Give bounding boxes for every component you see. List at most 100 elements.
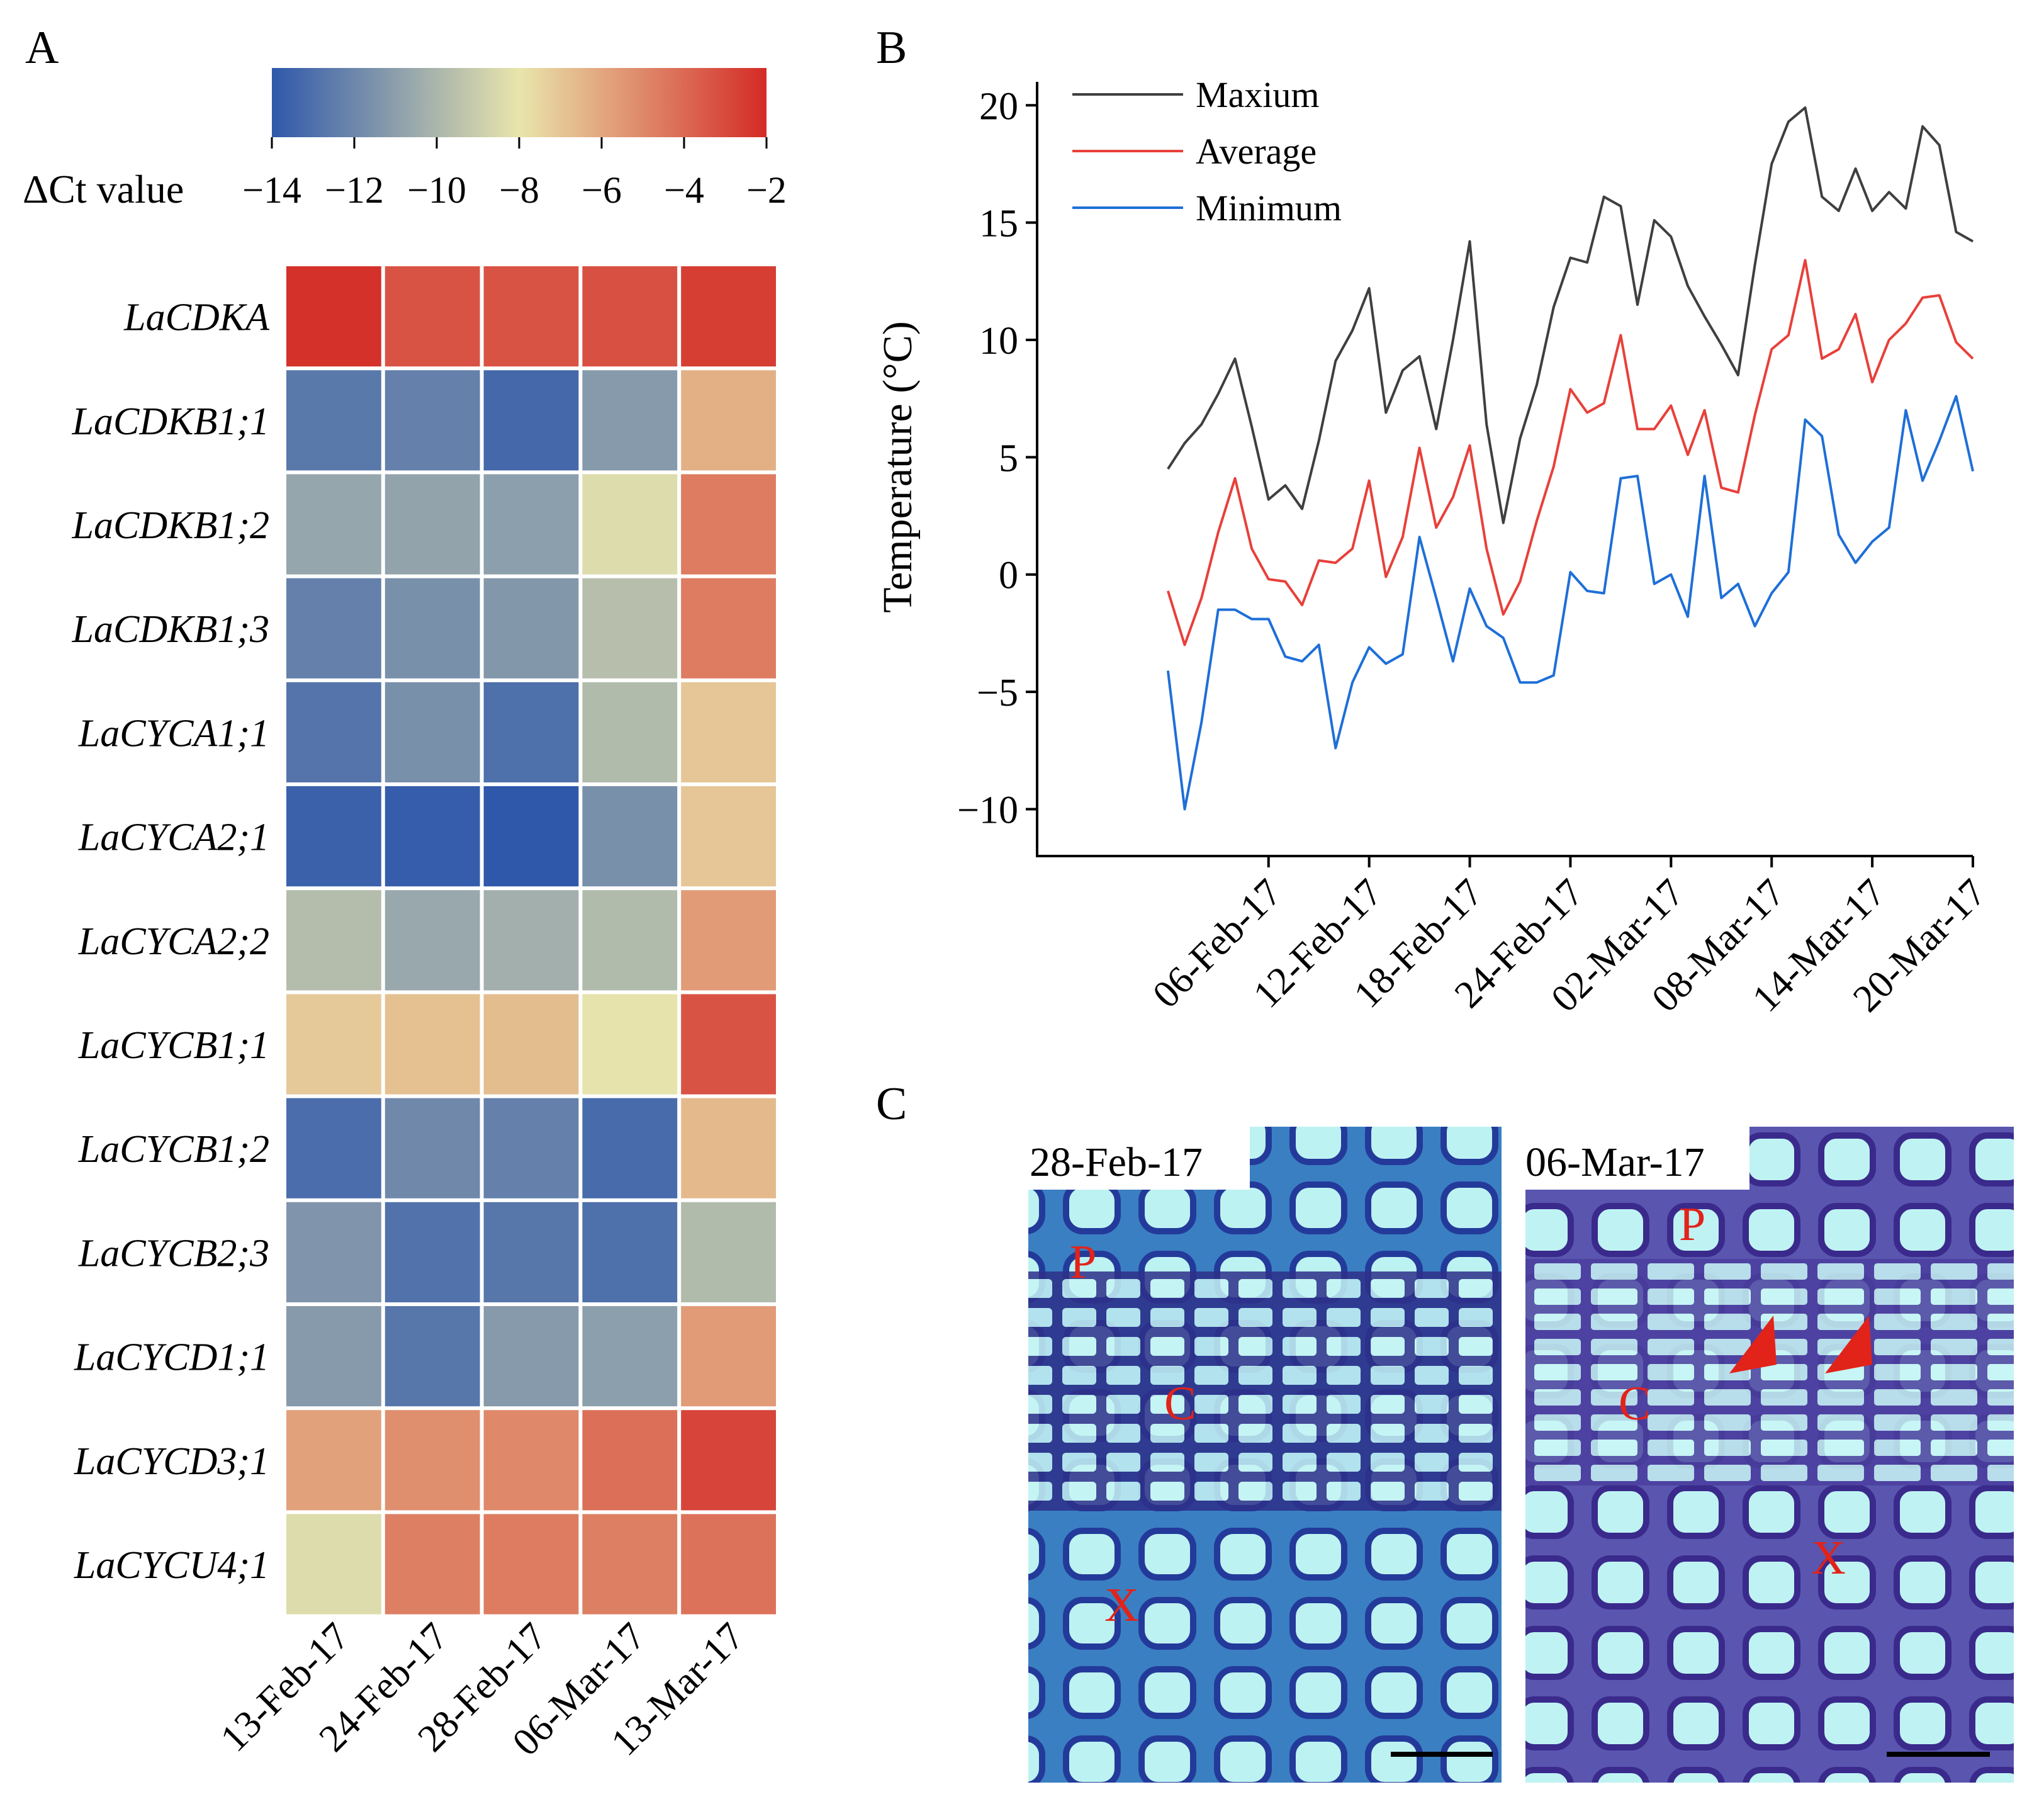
micrograph-right: 06-Mar-17 P C X: [1517, 1127, 2014, 1783]
series-line-average: [1166, 259, 1974, 646]
series-line-maxium: [1167, 106, 1974, 524]
heatmap-cell: [286, 682, 381, 782]
marker-x-right: X: [1811, 1531, 1846, 1584]
heatmap-cell: [483, 1410, 579, 1511]
micrograph-left-cambium: [1028, 1271, 1502, 1511]
heatmap-row-labels: LaCDKA LaCDKB1;1 LaCDKB1;2 LaCDKB1;3 LaCYCA1…: [72, 296, 271, 1587]
heatmap-cell: [681, 266, 776, 367]
heatmap-cell: [582, 994, 678, 1095]
y-tick-label: −5: [977, 672, 1018, 714]
heatmap-cell: [582, 1410, 678, 1511]
heatmap-cell: [385, 1306, 480, 1407]
colorbar-gradient: [272, 68, 766, 137]
heatmap-cell: [483, 994, 579, 1095]
heatmap-cell: [385, 1514, 480, 1615]
heatmap-cell: [582, 890, 678, 991]
colorbar-tick-label: −14: [242, 169, 301, 211]
heatmap-cell: [582, 786, 678, 887]
heatmap-cell: [385, 994, 480, 1095]
heatmap-cell: [582, 1306, 678, 1407]
heatmap-cell: [582, 474, 678, 575]
heatmap-cell: [385, 1202, 480, 1302]
heatmap-cell: [582, 1098, 678, 1198]
series-line-minimum: [1166, 395, 1974, 811]
heatmap-cell: [286, 266, 381, 367]
heatmap-cell: [681, 682, 776, 782]
heatmap-cell: [681, 474, 776, 575]
heatmap-cell: [681, 786, 776, 887]
heatmap-row-label: LaCDKB1;2: [72, 504, 269, 547]
heatmap-cell: [385, 786, 480, 887]
heatmap-cell: [286, 1410, 381, 1511]
heatmap-cell: [483, 1202, 579, 1302]
heatmap-cell: [681, 370, 776, 471]
colorbar-tick-label: −12: [325, 169, 384, 211]
heatmap-cell: [385, 1098, 480, 1198]
micrograph-right-date-box: [1517, 1127, 1749, 1190]
heatmap-cell: [385, 474, 480, 575]
colorbar-ticks: −14 −12 −10 −8 −6 −4 −2: [242, 137, 787, 211]
panel-a-label: A: [25, 22, 59, 74]
colorbar-tick-label: −10: [407, 169, 466, 211]
heatmap-cell: [483, 786, 579, 887]
heatmap-cell: [286, 1514, 381, 1615]
heatmap-cell: [681, 578, 776, 679]
heatmap-row-label: LaCYCB2;3: [78, 1232, 269, 1275]
heatmap-cell: [385, 578, 480, 679]
heatmap-cell: [483, 682, 579, 782]
heatmap-cell: [385, 682, 480, 782]
heatmap-cell: [483, 266, 579, 367]
micrograph-left: 28-Feb-17 P C X: [1018, 1127, 1502, 1783]
micrograph-left-date-box: [1018, 1127, 1250, 1190]
marker-p-right: P: [1679, 1198, 1705, 1251]
heatmap-column-labels: 13-Feb-1724-Feb-1728-Feb-1706-Mar-1713-M…: [213, 1615, 753, 1764]
heatmap-cell: [681, 1306, 776, 1407]
y-tick-label: 5: [999, 437, 1018, 480]
heatmap-cell: [483, 1098, 579, 1198]
heatmap-cell: [286, 1306, 381, 1407]
legend-label: Maxium: [1196, 74, 1320, 115]
micrograph-left-date: 28-Feb-17: [1030, 1139, 1203, 1185]
micrograph-right-date: 06-Mar-17: [1525, 1139, 1705, 1185]
x-ticks: 06-Feb-1712-Feb-1718-Feb-1724-Feb-1702-M…: [1145, 856, 1994, 1020]
heatmap-row-label: LaCYCA1;1: [78, 712, 269, 755]
heatmap-cell: [681, 1514, 776, 1615]
heatmap-cell: [286, 370, 381, 471]
y-tick-label: 20: [979, 85, 1018, 128]
marker-c-right: C: [1619, 1377, 1651, 1430]
heatmap-cell: [286, 474, 381, 575]
panel-c-label: C: [876, 1078, 907, 1130]
colorbar-title: ΔCt value: [23, 167, 184, 211]
heatmap-cell: [286, 1098, 381, 1198]
heatmap-cell: [385, 370, 480, 471]
heatmap-cell: [681, 994, 776, 1095]
heatmap-row-label: LaCDKB1;1: [72, 400, 269, 443]
y-tick-label: 15: [979, 203, 1018, 245]
colorbar-tick-label: −2: [746, 169, 787, 211]
heatmap-cell: [385, 1410, 480, 1511]
heatmap-cell: [582, 1514, 678, 1615]
heatmap-cell: [286, 578, 381, 679]
heatmap-cell: [286, 1202, 381, 1302]
heatmap-cell: [582, 370, 678, 471]
heatmap-cell: [483, 578, 579, 679]
heatmap-cell: [286, 890, 381, 991]
marker-p-left: P: [1070, 1236, 1096, 1288]
heatmap-row-label: LaCYCB1;1: [78, 1024, 269, 1067]
heatmap-row-label: LaCDKB1;3: [72, 608, 269, 651]
line-series: [1166, 106, 1974, 811]
panel-b-label: B: [876, 22, 907, 74]
legend: Maxium Average Minimum: [1072, 74, 1342, 228]
heatmap-cell: [483, 1306, 579, 1407]
marker-c-left: C: [1164, 1377, 1196, 1430]
heatmap-row-label: LaCYCA2;2: [78, 920, 269, 963]
heatmap-row-label: LaCYCA2;1: [78, 816, 269, 859]
heatmap-cell: [385, 890, 480, 991]
heatmap-row-label: LaCYCU4;1: [74, 1544, 269, 1587]
heatmap-cell: [681, 1410, 776, 1511]
y-axis-label: Temperature (°C): [875, 321, 921, 612]
heatmap-cell: [582, 266, 678, 367]
heatmap-cell: [385, 266, 480, 367]
y-tick-label: 10: [979, 320, 1018, 363]
